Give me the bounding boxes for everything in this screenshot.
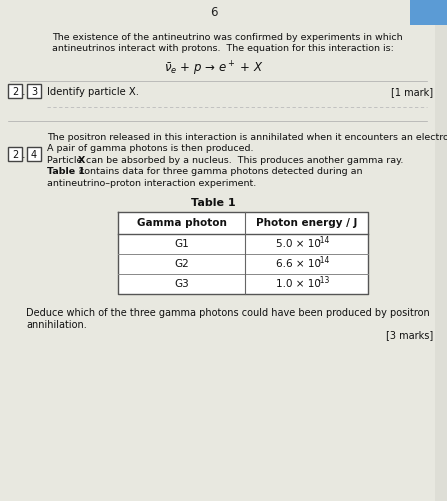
- Text: -14: -14: [317, 235, 330, 244]
- Text: Identify particle X.: Identify particle X.: [47, 87, 139, 97]
- FancyBboxPatch shape: [27, 85, 41, 99]
- Bar: [410, 0, 447, 26]
- Text: Deduce which of the three gamma photons could have been produced by positron: Deduce which of the three gamma photons …: [26, 308, 430, 318]
- Text: Table 1: Table 1: [47, 167, 85, 176]
- Text: Gamma photon: Gamma photon: [137, 218, 227, 228]
- Text: G2: G2: [174, 259, 189, 269]
- Text: 6: 6: [210, 7, 217, 20]
- Text: 3: 3: [31, 87, 37, 97]
- Text: can be absorbed by a nucleus.  This produces another gamma ray.: can be absorbed by a nucleus. This produ…: [83, 156, 403, 165]
- Text: Particle: Particle: [47, 156, 85, 165]
- FancyBboxPatch shape: [8, 85, 22, 99]
- Text: annihilation.: annihilation.: [26, 320, 87, 330]
- Text: -13: -13: [317, 276, 330, 285]
- Text: Table 1: Table 1: [191, 198, 236, 208]
- Text: -14: -14: [317, 256, 330, 265]
- Text: [3 marks]: [3 marks]: [386, 330, 433, 340]
- Text: G1: G1: [174, 239, 189, 249]
- Text: 5.0 × 10: 5.0 × 10: [276, 239, 321, 249]
- Text: 6.6 × 10: 6.6 × 10: [276, 259, 321, 269]
- Text: G3: G3: [174, 279, 189, 289]
- Text: [1 mark]: [1 mark]: [391, 87, 433, 97]
- Text: antineutrino–proton interaction experiment.: antineutrino–proton interaction experime…: [47, 179, 256, 188]
- Text: .: .: [22, 87, 26, 97]
- Text: 2: 2: [12, 87, 18, 97]
- Text: 4: 4: [31, 150, 37, 160]
- Text: $\bar{\nu}_e$ + p → e$^+$ + X: $\bar{\nu}_e$ + p → e$^+$ + X: [164, 60, 263, 78]
- Text: contains data for three gamma photons detected during an: contains data for three gamma photons de…: [76, 167, 363, 176]
- Text: Photon energy / J: Photon energy / J: [256, 218, 357, 228]
- Text: X: X: [77, 156, 85, 165]
- Text: 2: 2: [12, 150, 18, 160]
- Bar: [118, 212, 368, 294]
- Text: .: .: [22, 150, 26, 160]
- Text: 1.0 × 10: 1.0 × 10: [276, 279, 321, 289]
- Text: A pair of gamma photons is then produced.: A pair of gamma photons is then produced…: [47, 144, 253, 153]
- FancyBboxPatch shape: [8, 148, 22, 162]
- Text: antineutrinos interact with protons.  The equation for this interaction is:: antineutrinos interact with protons. The…: [52, 44, 394, 53]
- Text: The positron released in this interaction is annihilated when it encounters an e: The positron released in this interactio…: [47, 133, 447, 142]
- Text: The existence of the antineutrino was confirmed by experiments in which: The existence of the antineutrino was co…: [52, 33, 403, 42]
- FancyBboxPatch shape: [27, 148, 41, 162]
